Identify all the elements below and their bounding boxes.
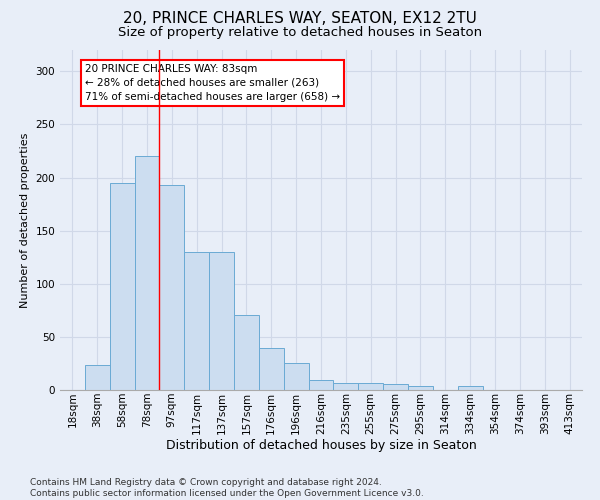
Text: Size of property relative to detached houses in Seaton: Size of property relative to detached ho… [118,26,482,39]
Text: 20 PRINCE CHARLES WAY: 83sqm
← 28% of detached houses are smaller (263)
71% of s: 20 PRINCE CHARLES WAY: 83sqm ← 28% of de… [85,64,340,102]
X-axis label: Distribution of detached houses by size in Seaton: Distribution of detached houses by size … [166,439,476,452]
Bar [408,386,433,390]
Y-axis label: Number of detached properties: Number of detached properties [20,132,30,308]
Bar [184,252,209,390]
Bar [234,314,259,390]
Bar [383,384,408,390]
Bar [334,382,358,390]
Bar [358,382,383,390]
Bar [160,185,184,390]
Bar [259,348,284,390]
Text: 20, PRINCE CHARLES WAY, SEATON, EX12 2TU: 20, PRINCE CHARLES WAY, SEATON, EX12 2TU [123,11,477,26]
Bar [284,364,308,390]
Bar [458,386,482,390]
Bar [209,252,234,390]
Bar [85,364,110,390]
Text: Contains HM Land Registry data © Crown copyright and database right 2024.
Contai: Contains HM Land Registry data © Crown c… [30,478,424,498]
Bar [308,380,334,390]
Bar [110,183,134,390]
Bar [134,156,160,390]
